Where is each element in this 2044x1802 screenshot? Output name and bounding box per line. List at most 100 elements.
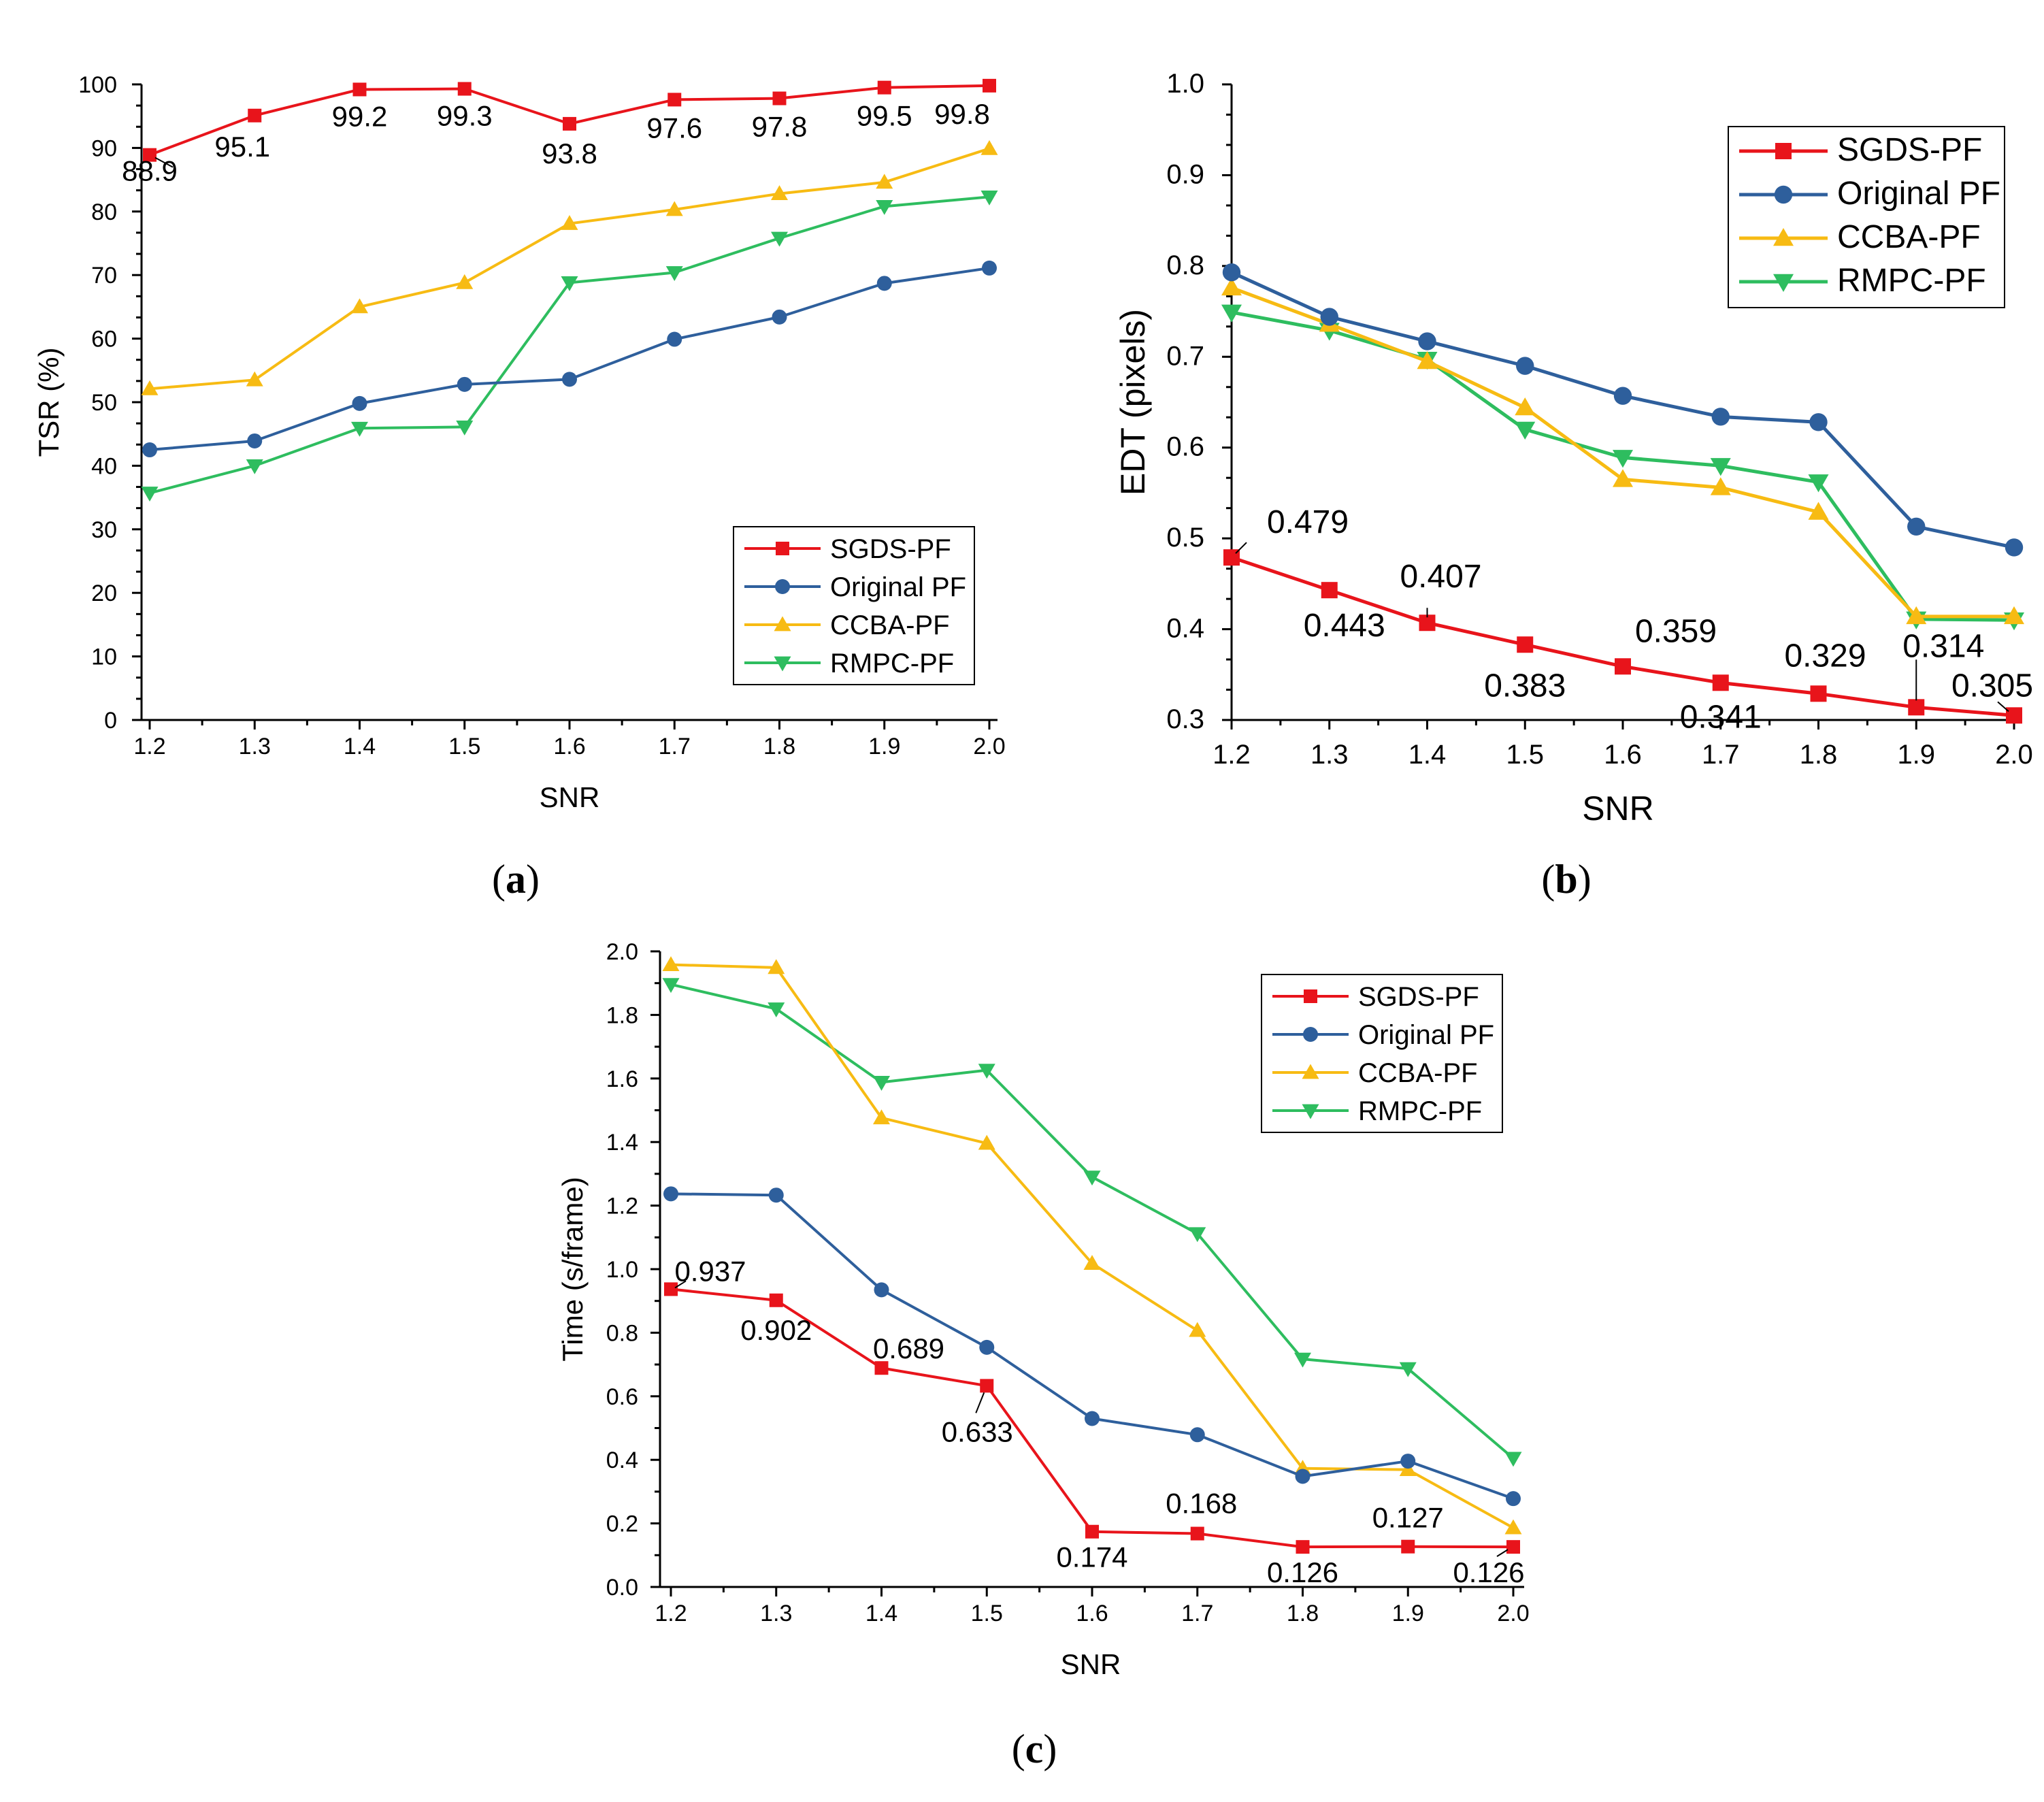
data-point-original-pf bbox=[1222, 263, 1241, 282]
data-point-sgds-pf bbox=[1712, 674, 1729, 691]
legend-label-ccba-pf: CCBA-PF bbox=[1837, 219, 1981, 255]
y-tick-label: 80 bbox=[91, 199, 117, 225]
legend-marker-sgds-pf bbox=[776, 542, 789, 555]
data-point-sgds-pf bbox=[664, 1282, 678, 1296]
annotation-leader bbox=[154, 157, 174, 168]
data-point-rmpc-pf bbox=[768, 1002, 785, 1018]
y-tick-label: 0.9 bbox=[1166, 159, 1204, 189]
data-point-original-pf bbox=[1320, 308, 1338, 326]
series-line-ccba-pf bbox=[149, 147, 990, 391]
data-point-ccba-pf bbox=[1221, 277, 1242, 296]
y-tick-label: 0.8 bbox=[606, 1320, 638, 1346]
y-tick-label: 0.4 bbox=[1166, 614, 1204, 644]
data-label: 0.359 bbox=[1635, 613, 1717, 649]
annotation-leader bbox=[674, 1280, 687, 1289]
y-axis-title: EDT (pixels) bbox=[1114, 309, 1152, 495]
x-tick-label: 1.8 bbox=[763, 734, 795, 759]
y-tick-label: 1.2 bbox=[606, 1194, 638, 1219]
legend-marker-ccba-pf bbox=[774, 616, 791, 632]
y-tick-label: 1.0 bbox=[1166, 69, 1204, 99]
data-point-original-pf bbox=[1711, 408, 1730, 426]
data-point-ccba-pf bbox=[665, 201, 683, 216]
legend-marker-rmpc-pf bbox=[774, 656, 791, 672]
data-point-rmpc-pf bbox=[980, 190, 998, 206]
annotation-leader bbox=[1997, 701, 2009, 712]
data-point-original-pf bbox=[1418, 332, 1436, 350]
data-point-rmpc-pf bbox=[876, 199, 893, 215]
data-point-ccba-pf bbox=[1808, 502, 1829, 520]
legend-label-sgds-pf: SGDS-PF bbox=[1837, 132, 1982, 168]
data-point-original-pf bbox=[457, 376, 472, 392]
data-point-ccba-pf bbox=[768, 959, 785, 974]
annotation-leader bbox=[975, 1392, 985, 1413]
data-point-sgds-pf bbox=[2006, 707, 2022, 724]
legend-marker-rmpc-pf bbox=[1302, 1104, 1319, 1119]
data-point-ccba-pf bbox=[978, 1134, 995, 1150]
data-label: 0.383 bbox=[1484, 668, 1566, 704]
annotation-leader bbox=[1496, 1549, 1509, 1558]
data-point-original-pf bbox=[1516, 357, 1534, 375]
data-point-ccba-pf bbox=[456, 274, 474, 289]
data-point-sgds-pf bbox=[1615, 658, 1631, 675]
y-tick-label: 20 bbox=[91, 580, 117, 606]
x-tick-label: 1.2 bbox=[655, 1601, 687, 1626]
legend-box bbox=[1261, 974, 1503, 1133]
data-point-sgds-pf bbox=[980, 1379, 994, 1393]
data-label: 0.633 bbox=[942, 1415, 1013, 1447]
data-point-sgds-pf bbox=[143, 148, 156, 162]
data-point-rmpc-pf bbox=[873, 1076, 890, 1091]
data-label: 0.937 bbox=[674, 1255, 746, 1287]
data-point-rmpc-pf bbox=[1189, 1227, 1206, 1243]
legend-marker-sgds-pf bbox=[1775, 143, 1792, 159]
x-tick-label: 1.4 bbox=[1408, 740, 1447, 770]
data-point-original-pf bbox=[1189, 1427, 1205, 1443]
data-label: 0.126 bbox=[1267, 1556, 1338, 1588]
series-line-rmpc-pf bbox=[149, 195, 990, 495]
data-point-rmpc-pf bbox=[1504, 1452, 1522, 1467]
data-point-sgds-pf bbox=[1506, 1540, 1520, 1554]
legend-label-rmpc-pf: RMPC-PF bbox=[830, 649, 954, 678]
data-label: 93.8 bbox=[542, 137, 597, 169]
x-tick-label: 1.9 bbox=[868, 734, 900, 759]
x-axis-title: SNR bbox=[1061, 1648, 1121, 1680]
annotation-leader bbox=[1235, 542, 1247, 554]
x-tick-label: 2.0 bbox=[973, 734, 1005, 759]
data-label: 0.174 bbox=[1056, 1541, 1127, 1573]
data-point-sgds-pf bbox=[772, 91, 787, 105]
data-point-ccba-pf bbox=[771, 185, 788, 201]
x-tick-label: 1.3 bbox=[1311, 740, 1349, 770]
x-tick-label: 1.6 bbox=[1076, 1601, 1108, 1626]
data-point-sgds-pf bbox=[1085, 1524, 1099, 1539]
y-tick-label: 0.8 bbox=[1166, 250, 1204, 280]
data-point-ccba-pf bbox=[1504, 1519, 1522, 1535]
legend-label-sgds-pf: SGDS-PF bbox=[1358, 982, 1479, 1012]
y-tick-label: 100 bbox=[78, 72, 117, 98]
data-label: 0.168 bbox=[1166, 1488, 1237, 1520]
data-point-sgds-pf bbox=[352, 82, 367, 97]
data-point-original-pf bbox=[768, 1187, 784, 1203]
data-label: 0.127 bbox=[1372, 1502, 1444, 1534]
data-point-ccba-pf bbox=[2004, 606, 2024, 625]
y-tick-label: 60 bbox=[91, 327, 117, 353]
data-label: 0.479 bbox=[1267, 504, 1349, 540]
data-point-ccba-pf bbox=[561, 215, 578, 230]
data-label: 97.8 bbox=[752, 111, 808, 143]
legend-label-original-pf: Original PF bbox=[830, 572, 966, 602]
data-point-rmpc-pf bbox=[456, 421, 474, 436]
panel-label-b: (b) bbox=[1541, 857, 1591, 902]
data-point-ccba-pf bbox=[873, 1109, 890, 1125]
data-point-original-pf bbox=[1085, 1411, 1100, 1426]
legend-marker-original-pf bbox=[1774, 185, 1793, 204]
data-point-ccba-pf bbox=[662, 956, 680, 971]
y-tick-label: 0.6 bbox=[606, 1384, 638, 1410]
data-point-rmpc-pf bbox=[1294, 1352, 1311, 1368]
data-label: 0.126 bbox=[1453, 1556, 1524, 1588]
data-point-rmpc-pf bbox=[1221, 304, 1242, 323]
x-tick-label: 2.0 bbox=[1995, 740, 2033, 770]
data-point-ccba-pf bbox=[1399, 1461, 1417, 1477]
x-tick-label: 1.9 bbox=[1392, 1601, 1424, 1626]
x-tick-label: 1.6 bbox=[1604, 740, 1642, 770]
legend-label-sgds-pf: SGDS-PF bbox=[830, 534, 951, 564]
y-tick-label: 0.4 bbox=[606, 1447, 638, 1473]
